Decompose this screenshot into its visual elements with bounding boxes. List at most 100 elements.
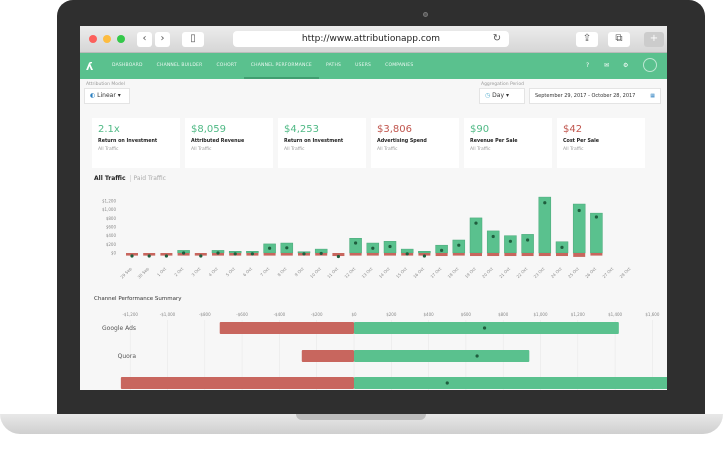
x-tick-label: 1 Oct — [156, 266, 167, 277]
calendar-icon[interactable]: ▦ — [650, 93, 655, 99]
x-tick-label: 30 Sep — [137, 266, 151, 280]
metric-label: Advertising Spend — [377, 139, 427, 144]
y-tick-label: $600 — [106, 225, 117, 230]
help-icon[interactable]: ? — [586, 62, 590, 69]
net-dot — [130, 254, 134, 258]
net-dot — [457, 243, 461, 247]
nav-channel-builder[interactable]: CHANNEL BUILDER — [156, 63, 203, 68]
nav-companies[interactable]: COMPANIES — [385, 63, 414, 68]
net-dot — [475, 354, 479, 358]
url-bar[interactable]: http://www.attributionapp.com — [233, 31, 509, 47]
gear-icon[interactable]: ⚙ — [623, 62, 629, 69]
reload-icon[interactable]: ↻ — [492, 33, 502, 44]
tabs-icon[interactable]: ⧉ — [608, 32, 630, 47]
minimize-icon[interactable] — [103, 35, 111, 43]
share-icon[interactable]: ⇪ — [576, 32, 598, 47]
nav-dashboard[interactable]: DASHBOARD — [112, 63, 143, 68]
negative-bar — [263, 253, 276, 256]
negative-bar — [435, 253, 448, 257]
x-tick-label: 29 Sep — [119, 266, 133, 280]
x-tick-label: $0 — [351, 312, 357, 317]
close-icon[interactable] — [89, 35, 97, 43]
x-tick-label: 2 Oct — [173, 266, 184, 277]
x-tick-label: -$800 — [199, 312, 211, 317]
net-dot — [388, 244, 392, 249]
x-tick-label: $1,600 — [645, 312, 659, 317]
metric-value: $90 — [470, 124, 490, 135]
negative-bar — [556, 253, 568, 257]
negative-bar — [418, 253, 431, 256]
negative-bar — [521, 253, 534, 257]
x-tick-label: -$400 — [274, 312, 286, 317]
x-tick-label: 7 Oct — [259, 266, 270, 277]
positive-bar — [349, 238, 362, 254]
net-dot — [560, 245, 564, 249]
net-dot — [233, 252, 237, 256]
metric-card: $42 Cost Per Sale All Traffic — [557, 118, 645, 168]
x-tick-label: 10 Oct — [309, 266, 322, 279]
x-tick-label: 27 Oct — [601, 266, 614, 279]
screen: ‹ › ▯ http://www.attributionapp.com ↻ ⇪ … — [80, 26, 667, 390]
x-tick-label: 5 Oct — [225, 266, 236, 277]
negative-bar — [538, 253, 551, 257]
negative-bar — [470, 253, 482, 257]
channel-label: Quora — [118, 353, 137, 360]
net-dot — [526, 238, 530, 242]
negative-bar — [332, 253, 345, 257]
avatar[interactable] — [643, 58, 657, 72]
nav-paths[interactable]: PATHS — [325, 63, 342, 68]
nav-users[interactable]: USERS — [355, 63, 372, 68]
date-separator: - — [588, 93, 590, 99]
tab-all-traffic[interactable]: All Traffic — [94, 175, 131, 182]
maximize-icon[interactable] — [117, 35, 125, 43]
aggregation-period-select[interactable]: ◷ Day ▾ — [479, 88, 525, 104]
metric-value: $8,059 — [191, 124, 226, 135]
logo[interactable]: ʎ — [86, 60, 94, 73]
attribution-model-select[interactable]: ◐ Linear ▾ — [84, 88, 130, 104]
new-tab-button[interactable]: + — [644, 32, 664, 47]
date-start: September 29, 2017 — [535, 93, 587, 99]
positive-bar — [521, 234, 534, 254]
negative-bar — [487, 253, 500, 257]
net-dot — [508, 239, 512, 243]
net-dot — [182, 251, 186, 255]
sidebar-icon[interactable]: ▯ — [182, 32, 204, 47]
y-tick-label: $200 — [106, 242, 117, 247]
net-dot — [216, 251, 220, 255]
negative-bar — [160, 253, 173, 256]
x-tick-label: 14 Oct — [378, 266, 391, 279]
negative-bar — [573, 253, 586, 257]
negative-bar — [194, 253, 207, 256]
negative-bar — [366, 253, 379, 256]
model-value: Linear — [97, 92, 116, 99]
x-tick-label: $1,000 — [534, 312, 548, 317]
negative-bar — [219, 322, 354, 334]
negative-bar — [590, 253, 603, 256]
x-tick-label: 13 Oct — [361, 266, 374, 279]
x-tick-label: 9 Oct — [294, 266, 305, 277]
traffic-tabs: All Traffic Paid Traffic — [94, 175, 166, 182]
net-dot — [577, 208, 581, 213]
forward-button[interactable]: › — [155, 32, 170, 47]
net-dot — [445, 381, 449, 385]
x-tick-label: 3 Oct — [190, 266, 201, 277]
app-navbar: ʎ DASHBOARD CHANNEL BUILDER COHORT CHANN… — [80, 53, 667, 79]
tab-paid-traffic[interactable]: Paid Traffic — [133, 175, 166, 182]
metric-sub: All Traffic — [563, 147, 584, 152]
chat-icon[interactable]: ✉ — [604, 62, 610, 69]
nav-cohort[interactable]: COHORT — [216, 63, 237, 68]
net-dot — [474, 221, 478, 225]
x-tick-label: 19 Oct — [464, 266, 477, 279]
date-range-picker[interactable]: September 29, 2017 - October 28, 2017 ▦ — [529, 88, 661, 104]
nav-channel-performance[interactable]: CHANNEL PERFORMANCE — [243, 53, 319, 79]
metric-card: $90 Revenue Per Sale All Traffic — [464, 118, 552, 168]
positive-bar — [486, 230, 500, 254]
metric-sub: All Traffic — [98, 147, 119, 152]
x-tick-label: -$200 — [311, 312, 323, 317]
x-tick-label: 12 Oct — [343, 266, 356, 279]
negative-bar — [280, 253, 293, 256]
x-tick-label: 15 Oct — [395, 266, 408, 279]
net-dot — [482, 326, 487, 330]
back-button[interactable]: ‹ — [137, 32, 152, 47]
positive-bar — [504, 235, 517, 254]
